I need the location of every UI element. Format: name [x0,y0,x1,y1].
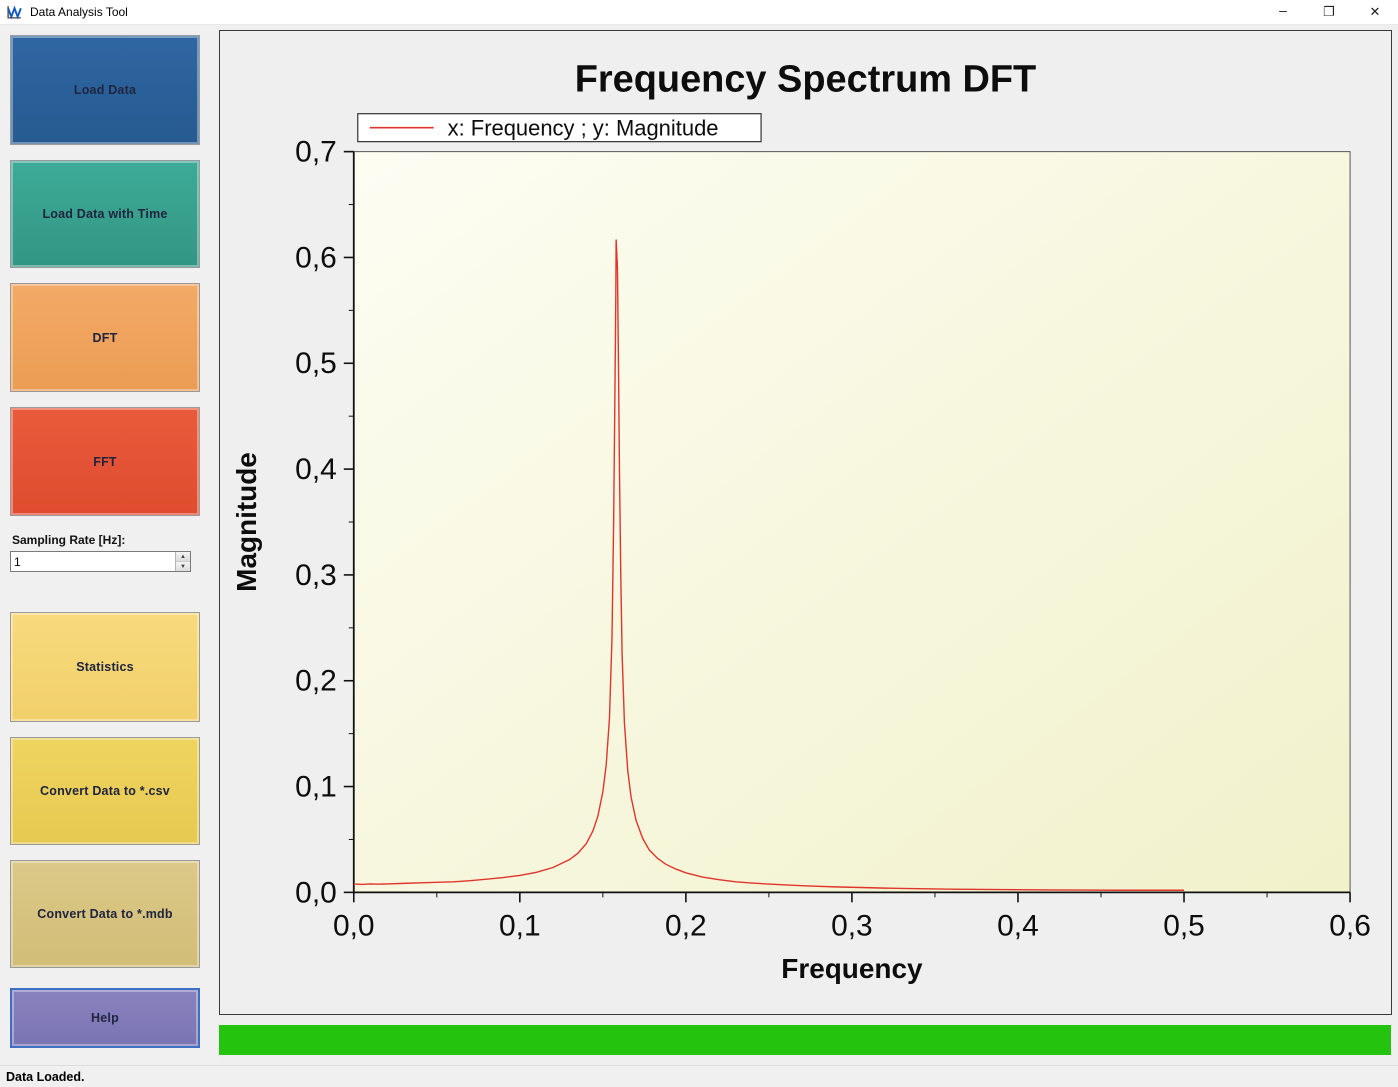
close-icon[interactable]: ✕ [1369,4,1381,19]
svg-text:0,2: 0,2 [295,665,337,698]
svg-text:0,1: 0,1 [295,771,337,804]
progress-bar [219,1025,1391,1055]
sampling-rate-stepper: ▲ ▼ [175,552,190,571]
svg-text:x: Frequency ; y: Magnitude: x: Frequency ; y: Magnitude [448,116,719,141]
sidebar: Load Data Load Data with Time DFT FFT Sa… [0,25,218,1065]
app-icon [6,3,23,21]
convert-to-mdb-button[interactable]: Convert Data to *.mdb [10,860,200,968]
fft-button[interactable]: FFT [10,407,200,516]
svg-text:0,5: 0,5 [1163,909,1205,942]
maximize-icon[interactable]: ❐ [1323,4,1335,19]
svg-text:Frequency: Frequency [781,953,923,984]
spin-down-icon[interactable]: ▼ [176,562,190,571]
frequency-spectrum-chart: Frequency Spectrum DFT 0,0 0,1 0,2 0,3 0,4 0,5… [231,59,1371,984]
svg-text:0,0: 0,0 [333,909,375,942]
svg-text:0,4: 0,4 [997,909,1039,942]
spin-up-icon[interactable]: ▲ [176,552,190,562]
sampling-rate-label: Sampling Rate [Hz]: [12,533,126,547]
svg-text:0,3: 0,3 [831,909,873,942]
svg-text:0,5: 0,5 [295,347,337,380]
svg-text:0,4: 0,4 [295,453,337,486]
svg-text:0,0: 0,0 [295,876,337,909]
svg-text:0,6: 0,6 [295,241,337,274]
svg-text:Magnitude: Magnitude [231,452,262,592]
status-text: Data Loaded. [6,1069,85,1084]
svg-text:0,3: 0,3 [295,559,337,592]
help-button[interactable]: Help [10,988,200,1048]
sampling-rate-input[interactable] [11,552,175,571]
load-data-button[interactable]: Load Data [10,35,200,145]
dft-button[interactable]: DFT [10,283,200,392]
window-controls: – ❐ ✕ [1260,0,1398,25]
title-bar: Data Analysis Tool – ❐ ✕ [0,0,1398,25]
window-title: Data Analysis Tool [30,5,128,19]
convert-to-csv-button[interactable]: Convert Data to *.csv [10,737,200,845]
chart-panel: Frequency Spectrum DFT 0,0 0,1 0,2 0,3 0,4 0,5… [219,30,1392,1015]
svg-text:Frequency Spectrum DFT: Frequency Spectrum DFT [575,59,1036,101]
sampling-rate-field: ▲ ▼ [10,551,191,572]
svg-text:0,1: 0,1 [499,909,541,942]
svg-text:0,7: 0,7 [295,136,337,169]
svg-text:0,6: 0,6 [1329,909,1371,942]
svg-text:0,2: 0,2 [665,909,707,942]
status-bar: Data Loaded. [0,1065,1398,1087]
statistics-button[interactable]: Statistics [10,612,200,722]
load-data-with-time-button[interactable]: Load Data with Time [10,160,200,268]
minimize-icon[interactable]: – [1279,2,1287,18]
